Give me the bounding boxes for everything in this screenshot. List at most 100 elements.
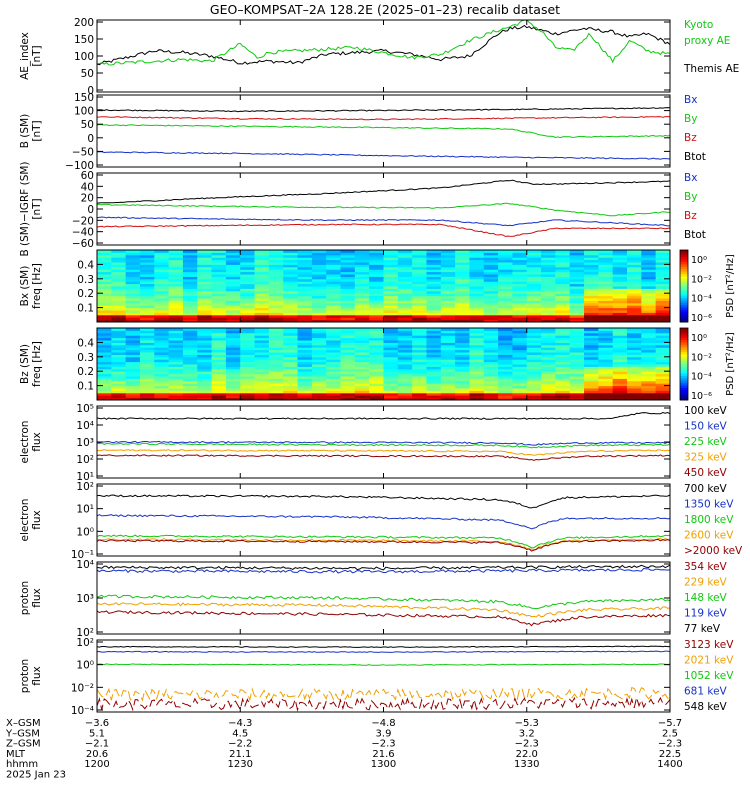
spectrogram-cell: [111, 388, 127, 391]
spectrogram-cell: [512, 385, 528, 389]
spectrogram-cell: [225, 293, 241, 297]
spectrogram-cell: [469, 314, 485, 318]
spectrogram-cell: [254, 371, 270, 375]
spectrogram-cell: [283, 305, 299, 309]
series-line-229-kev: [96, 602, 671, 618]
spectrogram-cell: [197, 300, 213, 304]
spectrogram-cell: [426, 390, 442, 394]
spectrogram-cell: [354, 307, 370, 311]
spectrogram-cell: [340, 314, 356, 318]
spectrogram-cell: [655, 373, 671, 377]
spectrogram-cell: [426, 317, 442, 321]
spectrogram-cell: [283, 250, 299, 253]
spectrogram-cell: [598, 337, 614, 341]
spectrogram-cell: [397, 349, 413, 353]
spectrogram-cell: [354, 271, 370, 275]
spectrogram-cell: [397, 356, 413, 360]
spectrogram-cell: [483, 366, 499, 370]
spectrogram-cell: [268, 395, 284, 399]
spectrogram-cell: [154, 305, 170, 309]
spectrogram-cell: [526, 366, 542, 370]
spectrogram-cell: [483, 397, 499, 401]
spectrogram-cell: [254, 288, 270, 292]
colorbar-segment: [680, 276, 688, 280]
spectrogram-cell: [541, 397, 556, 401]
spectrogram-cell: [612, 332, 628, 336]
spectrogram-cell: [369, 376, 384, 379]
spectrogram-cell: [182, 337, 198, 341]
spectrogram-cell: [182, 269, 198, 273]
spectrogram-cell: [455, 352, 470, 355]
spectrogram-cell: [326, 310, 342, 313]
spectrogram-cell: [469, 388, 485, 391]
spectrogram-cell: [412, 319, 427, 323]
spectrogram-cell: [297, 307, 313, 311]
spectrogram-cell: [397, 312, 413, 316]
spectrogram-cell: [97, 271, 112, 275]
colorbar-label: PSD [nT²/Hz]: [725, 332, 736, 396]
spectrogram-cell: [197, 278, 213, 282]
spectrogram-cell: [512, 302, 528, 306]
spectrogram-cell: [526, 395, 542, 399]
spectrogram-cell: [641, 366, 657, 370]
spectrogram-cell: [383, 319, 399, 323]
y-tick-label: 150: [74, 34, 94, 46]
spectrogram-cell: [311, 366, 327, 370]
spectrogram-cell: [397, 254, 413, 258]
spectrogram-cell: [182, 392, 198, 396]
spectrogram-cell: [225, 295, 241, 299]
spectrogram-cell: [598, 283, 614, 287]
spectrogram-cell: [369, 383, 384, 387]
spectrogram-cell: [125, 288, 141, 292]
y-tick-label: 50: [81, 68, 94, 80]
spectrogram-cell: [139, 328, 155, 331]
spectrogram-cell: [627, 293, 642, 297]
spectrogram-cell: [455, 395, 470, 399]
spectrogram-cell: [168, 271, 184, 275]
spectrogram-cell: [526, 278, 542, 282]
spectrogram-cell: [297, 366, 313, 370]
spectrogram-cell: [612, 359, 628, 363]
spectrogram-cell: [541, 312, 556, 316]
series-line-bz: [96, 223, 671, 237]
spectrogram-cell: [182, 319, 198, 323]
spectrogram-cell: [512, 312, 528, 316]
spectrogram-cell: [584, 373, 599, 377]
spectrogram-cell: [168, 337, 184, 341]
spectrogram-cell: [283, 388, 299, 391]
spectrogram-cell: [168, 388, 184, 391]
spectrogram-cell: [139, 319, 155, 323]
spectrogram-cell: [240, 354, 256, 358]
spectrogram-cell: [598, 288, 614, 292]
spectrogram-cell: [512, 349, 528, 353]
spectrogram-cell: [283, 356, 299, 360]
spectrogram-cell: [211, 314, 227, 318]
spectrogram-cell: [197, 298, 213, 301]
spectrogram-cell: [512, 305, 528, 309]
spectrogram-cell: [225, 335, 241, 339]
spectrogram-cell: [426, 310, 442, 313]
spectrogram-cell: [154, 264, 170, 268]
spectrogram-cell: [354, 281, 370, 285]
spectrogram-cell: [455, 283, 470, 287]
spectrogram-cell: [354, 317, 370, 321]
spectrogram-cell: [383, 300, 399, 304]
spectrogram-cell: [555, 250, 571, 253]
spectrogram-cell: [612, 283, 628, 287]
spectrogram-cell: [268, 250, 284, 253]
spectrogram-cell: [498, 310, 513, 313]
spectrogram-cell: [340, 278, 356, 282]
spectrogram-cell: [541, 359, 556, 363]
spectrogram-cell: [469, 312, 485, 316]
spectrogram-cell: [254, 314, 270, 318]
spectrogram-cell: [655, 349, 671, 353]
x-row-value: −4.3: [228, 718, 252, 729]
spectrogram-cell: [584, 354, 599, 358]
colorbar-segment: [680, 252, 688, 256]
spectrogram-cell: [383, 342, 399, 346]
spectrogram-cell: [397, 328, 413, 331]
spectrogram-cell: [498, 330, 513, 334]
spectrogram-cell: [354, 335, 370, 339]
spectrogram-cell: [111, 307, 127, 311]
spectrogram-cell: [584, 347, 599, 351]
